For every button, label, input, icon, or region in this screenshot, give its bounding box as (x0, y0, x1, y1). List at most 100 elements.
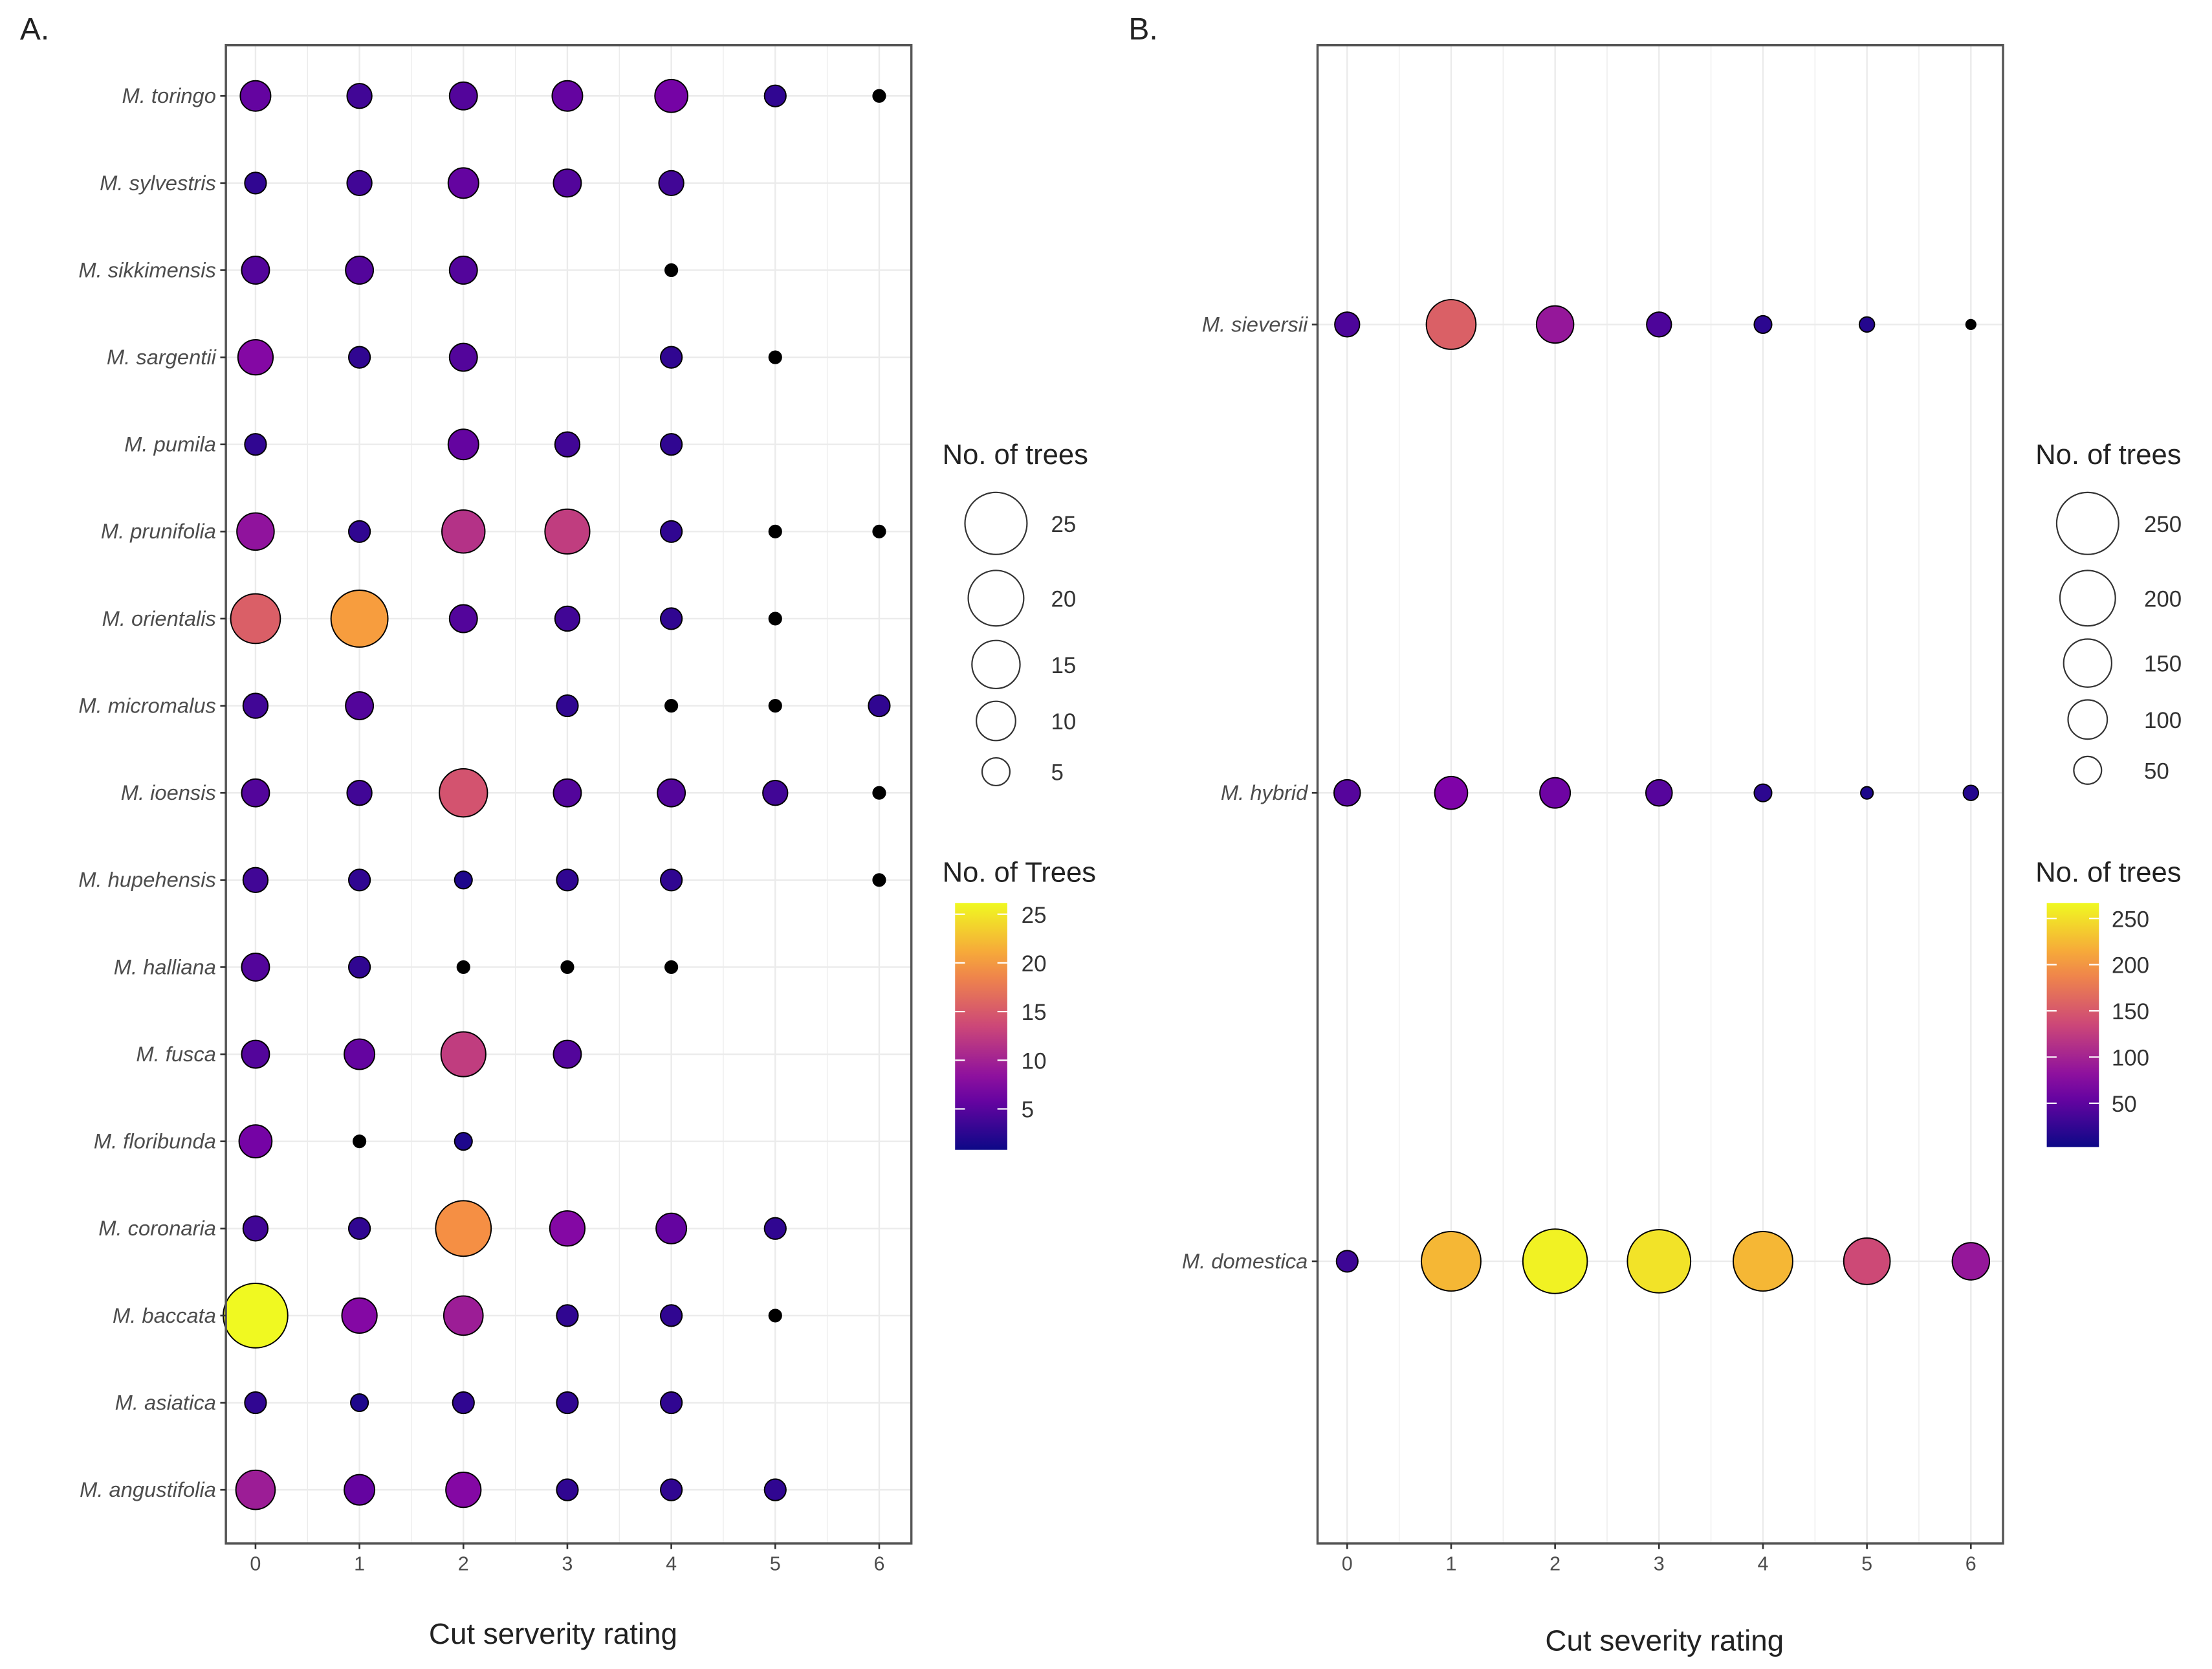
colorbar-label: 200 (2112, 953, 2149, 978)
x-tick-label: 5 (770, 1553, 781, 1575)
data-point (654, 78, 688, 113)
data-point (440, 1031, 487, 1078)
data-point (554, 431, 581, 458)
x-tick-label: 2 (1549, 1553, 1560, 1575)
size-legend-label: 200 (2144, 586, 2182, 612)
data-point (763, 84, 787, 107)
data-point (353, 1134, 367, 1149)
data-point (443, 1295, 484, 1336)
data-point (241, 256, 270, 285)
x-tick-label: 5 (1861, 1553, 1872, 1575)
size-legend-title: No. of trees (943, 439, 1088, 470)
data-point (1421, 1231, 1482, 1292)
y-tick-label: M. hybrid (1221, 780, 1309, 804)
panel-label: A. (20, 12, 49, 47)
data-point (660, 346, 683, 369)
data-point (872, 524, 886, 538)
size-legend-label: 50 (2144, 758, 2169, 784)
color-legend-title: No. of trees (2035, 857, 2181, 889)
x-tick-label: 1 (354, 1553, 365, 1575)
y-tick-label: M. sikkimensis (78, 258, 216, 282)
data-point (236, 512, 275, 551)
y-tick-label: M. coronaria (98, 1216, 216, 1240)
data-point (660, 433, 683, 456)
data-point (448, 81, 478, 111)
size-legend-label: 25 (1051, 512, 1076, 537)
colorbar-label: 100 (2112, 1045, 2149, 1070)
data-point (448, 604, 478, 634)
data-point (1860, 786, 1874, 800)
y-tick-label: M. micromalus (78, 693, 216, 717)
size-legend-label: 150 (2144, 652, 2182, 677)
data-point (763, 1478, 787, 1501)
colorbar (2046, 903, 2099, 1147)
size-legend-key (2063, 638, 2113, 688)
data-point (768, 1309, 782, 1323)
colorbar-label: 25 (1022, 903, 1047, 928)
data-point (346, 780, 373, 806)
data-point (768, 350, 782, 364)
y-tick-label: M. prunifolia (101, 519, 216, 543)
data-point (556, 1304, 579, 1327)
y-tick-label: M. ioensis (121, 780, 216, 804)
data-point (242, 867, 269, 893)
data-point (660, 868, 683, 892)
colorbar-label: 5 (1022, 1098, 1034, 1123)
y-tick-label: M. baccata (113, 1303, 216, 1327)
colorbar-label: 20 (1022, 951, 1047, 977)
data-point (345, 691, 375, 721)
data-point (244, 1391, 267, 1415)
size-legend-label: 250 (2144, 512, 2182, 537)
data-point (768, 524, 782, 538)
data-point (241, 1039, 270, 1069)
data-point (1753, 783, 1773, 802)
data-point (660, 1478, 683, 1501)
data-point (452, 1391, 475, 1415)
data-point (872, 873, 886, 887)
data-point (655, 1212, 688, 1244)
colorbar-label: 50 (2112, 1092, 2137, 1117)
size-legend-key (967, 569, 1025, 627)
data-point (868, 694, 891, 718)
y-tick-label: M. orientalis (102, 606, 216, 630)
data-point (1951, 1242, 1991, 1281)
data-point (448, 342, 478, 372)
x-tick-label: 4 (666, 1553, 677, 1575)
data-point (239, 80, 272, 112)
data-point (447, 428, 479, 461)
data-point (1539, 777, 1571, 809)
x-tick-label: 4 (1757, 1553, 1768, 1575)
data-point (1753, 315, 1773, 334)
y-tick-label: M. toringo (122, 83, 216, 107)
data-point (551, 80, 584, 112)
data-point (435, 1200, 492, 1257)
x-tick-label: 3 (1654, 1553, 1665, 1575)
x-axis-title: Cut serverity rating (429, 1617, 677, 1650)
data-point (454, 1132, 473, 1151)
x-axis-title: Cut severity rating (1545, 1624, 1784, 1657)
data-point (330, 590, 389, 648)
data-point (1962, 784, 1980, 801)
size-legend-label: 5 (1051, 760, 1063, 786)
data-point (658, 170, 684, 197)
data-point (454, 870, 473, 890)
data-point (1733, 1231, 1793, 1292)
plot-frame (224, 44, 913, 1545)
x-tick-label: 0 (250, 1553, 261, 1575)
data-point (1535, 305, 1575, 344)
data-point (560, 960, 575, 974)
y-tick-label: M. halliana (114, 955, 216, 978)
data-point (1965, 318, 1977, 331)
data-point (660, 1391, 683, 1415)
y-tick-label: M. angustifolia (80, 1477, 216, 1501)
data-point (872, 786, 886, 800)
data-point (553, 168, 582, 198)
panel-a: A. M. toringo M. sylvestris M. sikkimensis M… (20, 12, 1096, 1650)
data-point (872, 89, 886, 103)
data-point (660, 607, 683, 630)
data-point (223, 1283, 289, 1349)
x-tick-label: 2 (458, 1553, 469, 1575)
data-point (544, 508, 591, 555)
data-point (344, 1038, 376, 1070)
